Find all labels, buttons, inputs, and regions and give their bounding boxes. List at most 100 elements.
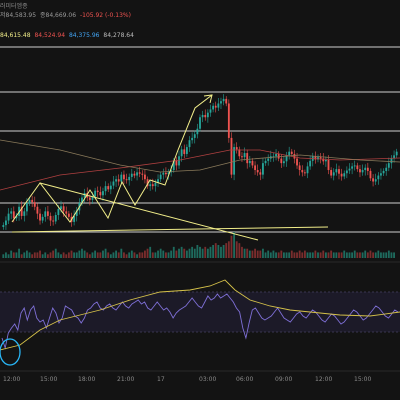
candle [366,162,369,176]
candle [288,146,291,160]
candle [262,158,264,179]
candle [196,123,199,139]
volume-bar [241,246,243,258]
volume-bar [293,252,296,258]
rsi-ma-line [0,279,400,351]
candle [73,210,76,226]
volume-bar [170,250,173,258]
volume-bar [10,250,13,258]
volume-bar [159,248,162,258]
candle [275,149,277,161]
candle [330,167,333,179]
volume-bar [290,250,293,258]
volume-bar [185,250,188,258]
volume-bar [107,252,110,258]
candle [393,150,395,163]
candle [387,157,390,172]
candle [96,186,99,197]
candle [217,97,220,112]
volume-bar [314,250,317,258]
candle [15,213,18,221]
volume-bar [227,241,230,258]
volume-bar [154,252,157,258]
candle [227,99,230,143]
volume-bar [374,252,377,258]
volume-bar [5,252,7,258]
annotation-zigzag [11,94,213,223]
volume-bar [146,248,149,258]
candle [99,186,102,199]
volume-bar [309,252,312,258]
volume-bar [75,252,78,258]
volume-bar [306,252,309,258]
candle [193,130,196,144]
volume-bar [348,252,351,258]
volume-bar [206,248,209,258]
candles [2,94,398,230]
volume-bar [233,232,236,258]
candle [115,175,117,188]
candle [109,181,112,195]
candle [157,174,159,188]
candle [104,181,107,196]
candle [348,163,351,174]
volume-bar [49,252,52,258]
volume-bar [41,254,44,258]
candle [380,168,382,180]
candle [277,151,280,162]
candle [369,168,372,182]
volume-bar [366,252,369,258]
volume-bar [196,245,199,258]
volume-bar [204,246,207,258]
candle [36,203,39,220]
candle [149,180,152,191]
candle [222,94,225,106]
candle [46,205,49,220]
candle [377,172,380,185]
ma-legend: 84,615.48 84,524.94 84,375.96 84,278.64 [0,32,136,40]
time-axis-label: 15:00 [354,376,371,383]
volume-bar [296,252,298,258]
volume-bar [117,252,120,258]
volume-bar [73,252,76,258]
volume-bar [28,252,31,258]
candle [28,197,31,206]
candle [162,168,165,180]
volume-bar [301,252,304,258]
volume-bar [303,250,306,258]
candle [7,208,10,224]
oversold-highlight [0,338,21,366]
volume-bar [269,252,272,258]
candle [248,156,251,168]
candle [107,183,110,193]
volume-bar [20,254,23,258]
candle [183,144,186,159]
candle [146,176,149,189]
volume-bar [262,248,264,258]
volume-bar [380,252,382,258]
candle [49,212,52,227]
volume-bar [248,250,251,258]
ma3-value: 84,375.96 [68,32,100,39]
volume-bar [369,250,372,258]
volume-bar [133,252,136,258]
candle [314,151,317,164]
candle [54,212,57,225]
volume-bar [285,252,288,258]
candle [191,132,194,144]
candle [251,158,254,169]
volume-bar [338,252,340,258]
candle [351,162,354,175]
candle [141,170,144,181]
volume-bar [23,252,26,258]
volume-bar [123,252,125,258]
volume-bar [377,250,380,258]
candle [31,195,34,207]
volume-bar [209,246,212,258]
candle [264,158,267,166]
time-axis-label: 21:00 [117,376,134,383]
volume-bar [115,250,117,258]
volume-bar [91,252,94,258]
